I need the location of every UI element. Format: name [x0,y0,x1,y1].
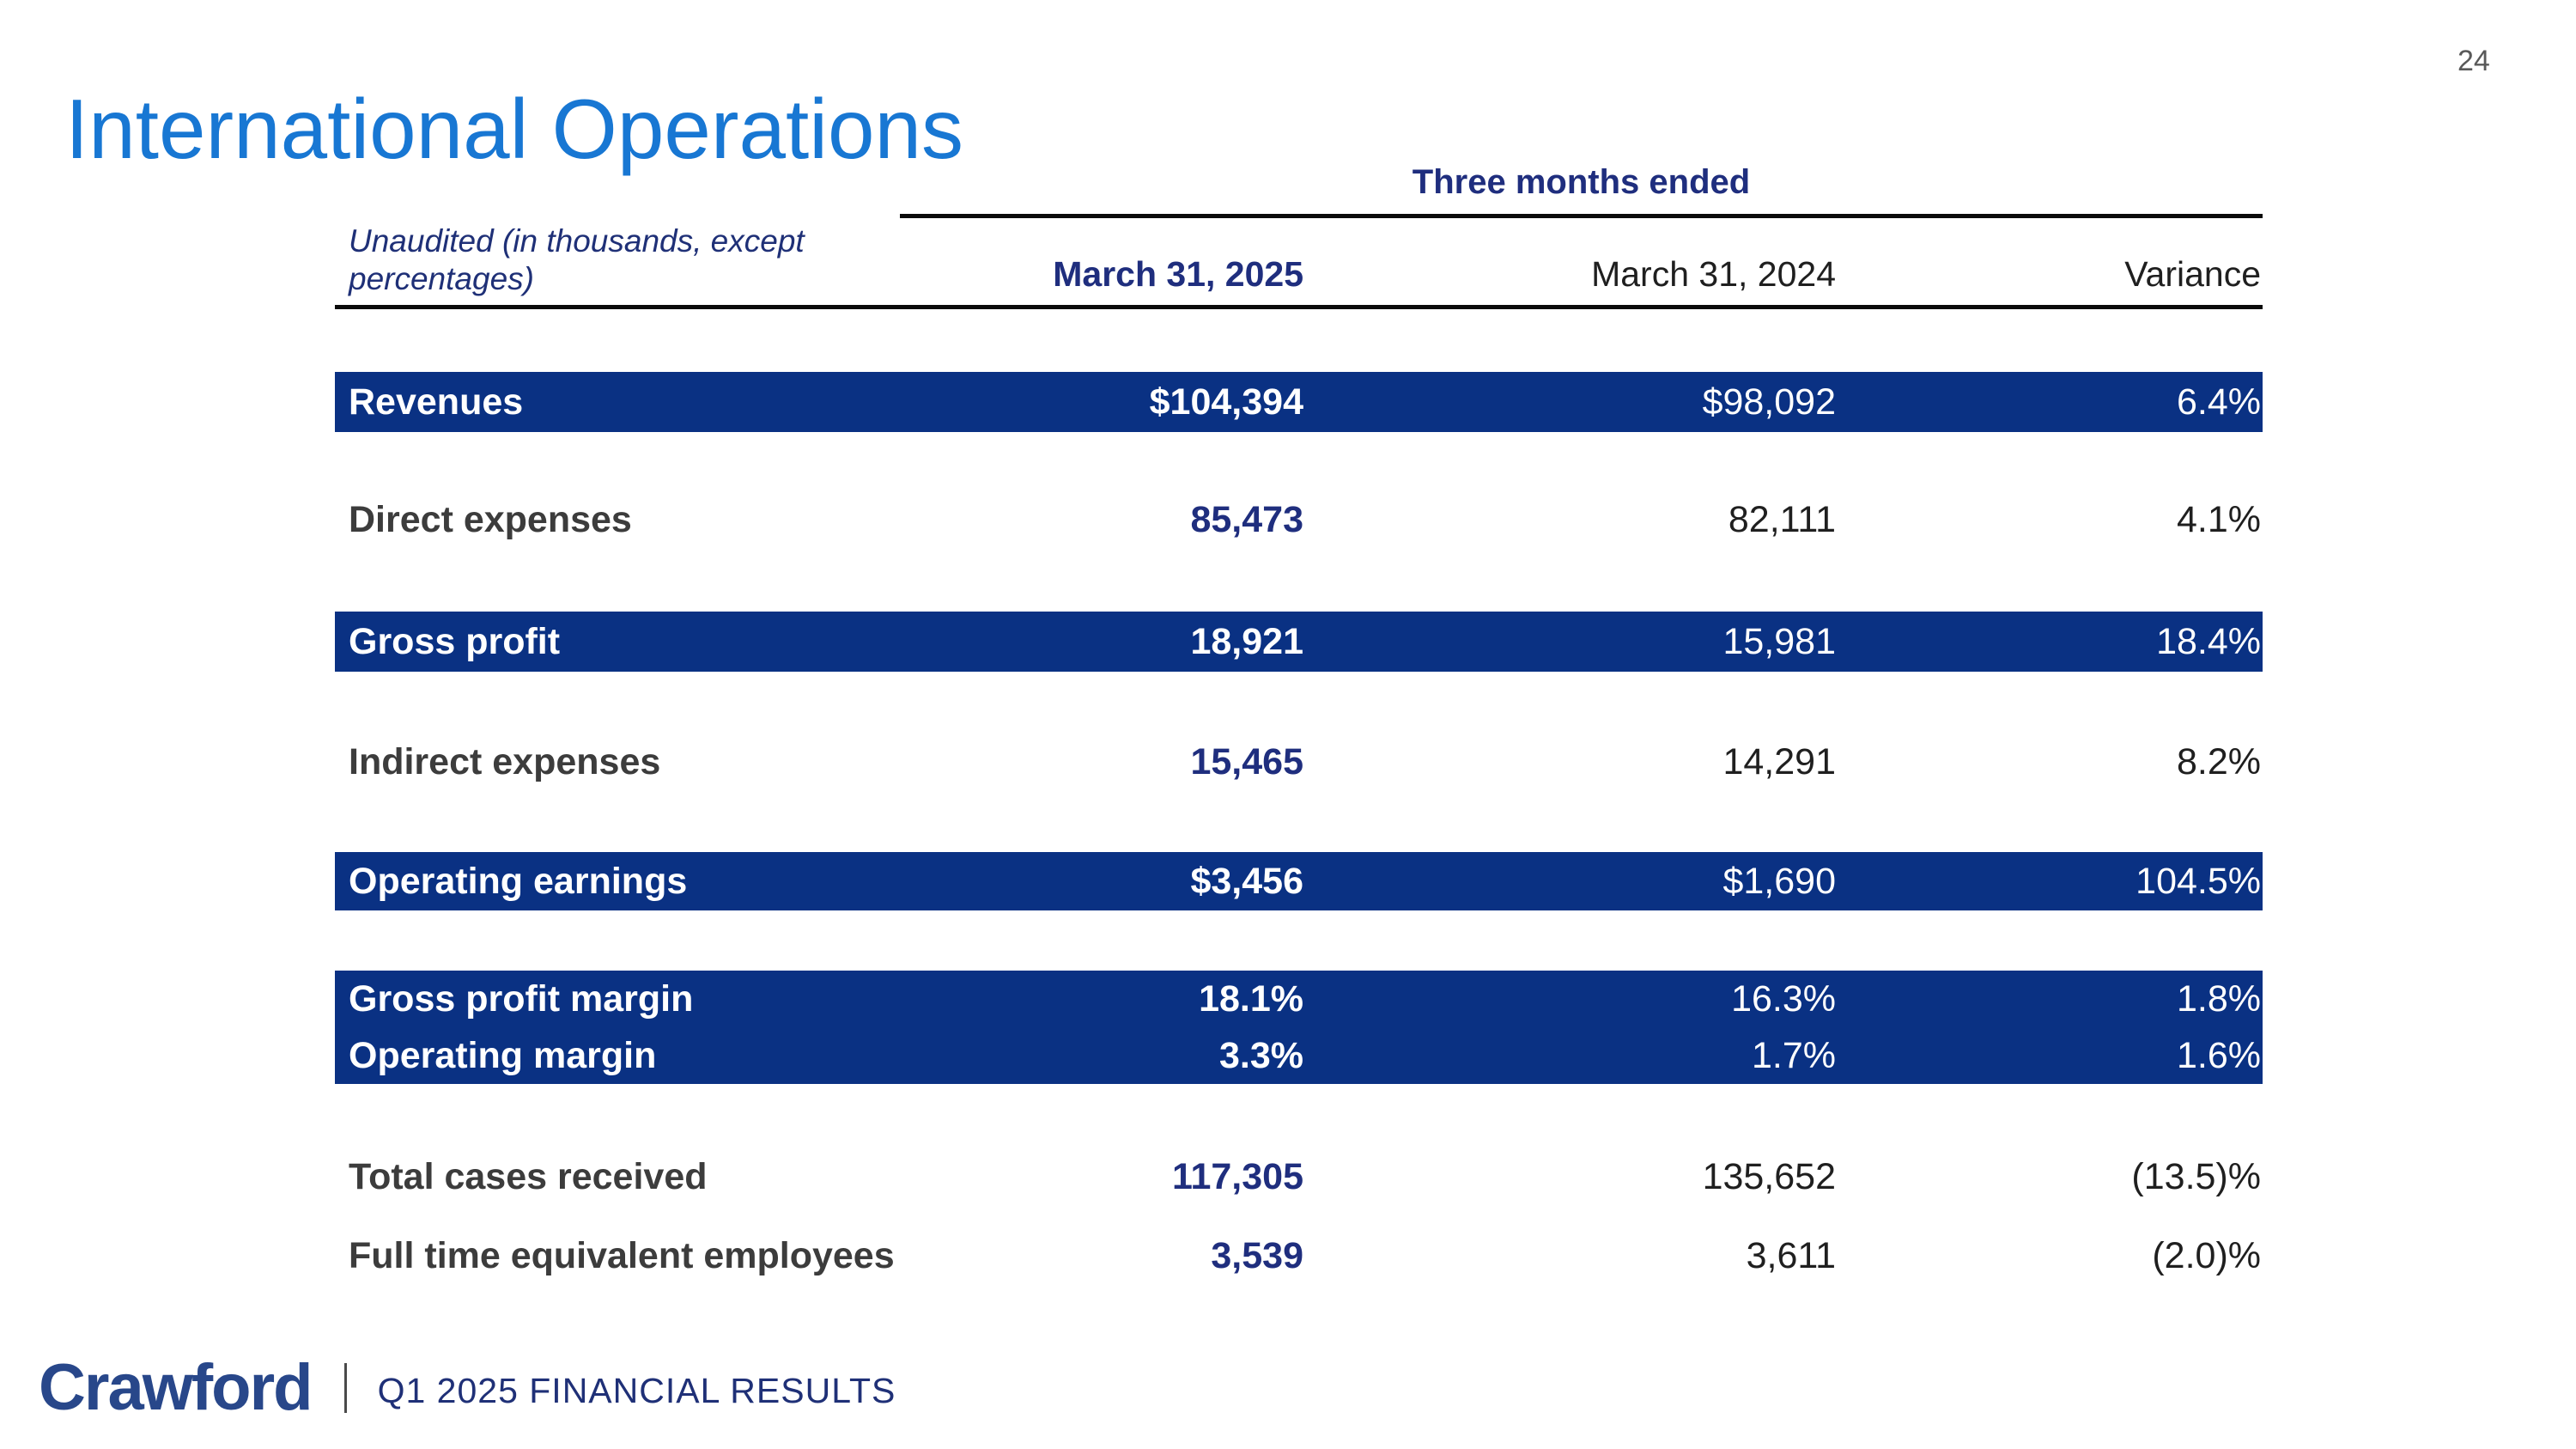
column-header-variance: Variance [1838,215,2263,309]
table-row-fte: Full time equivalent employees 3,539 3,6… [335,1226,2263,1286]
row-label: Gross profit [349,620,561,662]
row-label: Indirect expenses [349,740,661,782]
value-2025: $3,456 [1190,860,1303,902]
table-margins-block: Gross profit margin 18.1% 16.3% 1.8% Ope… [335,971,2263,1084]
value-variance: 18.4% [2156,620,2261,662]
value-variance: (2.0)% [2152,1234,2261,1276]
unaudited-note-line1: Unaudited (in thousands, except [349,223,805,259]
crawford-logo: Crawford [39,1351,313,1424]
table-row-revenues: Revenues $104,394 $98,092 6.4% [335,372,2263,432]
value-variance: 8.2% [2176,740,2261,782]
column-header-2025: March 31, 2025 [900,215,1305,309]
value-variance: 1.6% [2176,1034,2261,1076]
table-row-operating-margin: Operating margin 3.3% 1.7% 1.6% [335,1027,2263,1084]
table-row-direct-expenses: Direct expenses 85,473 82,111 4.1% [335,490,2263,550]
value-2025: 85,473 [1190,498,1303,540]
value-2024: $98,092 [1702,381,1836,423]
value-2025: 3.3% [1218,1034,1303,1076]
footer-divider [343,1363,347,1413]
footer-caption: Q1 2025 FINANCIAL RESULTS [377,1370,896,1410]
value-2025: 18,921 [1190,620,1303,662]
footer: Crawford Q1 2025 FINANCIAL RESULTS [39,1355,896,1421]
table-row-operating-earnings: Operating earnings $3,456 $1,690 104.5% [335,852,2263,910]
value-2024: 14,291 [1722,740,1836,782]
value-2025: 15,465 [1190,740,1303,782]
value-2024: 15,981 [1722,620,1836,662]
value-2025: $104,394 [1149,381,1303,423]
value-2024: 82,111 [1728,498,1836,540]
row-label: Gross profit margin [349,977,694,1020]
value-2025: 3,539 [1211,1234,1303,1276]
value-2024: 135,652 [1702,1155,1836,1197]
table-row-gross-profit: Gross profit 18,921 15,981 18.4% [335,612,2263,672]
group-header: Three months ended [900,163,2263,218]
page-number: 24 [2458,45,2490,77]
value-variance: 4.1% [2176,498,2261,540]
value-2024: 1.7% [1751,1034,1836,1076]
value-2024: 16.3% [1731,977,1836,1020]
table-header-row: Unaudited (in thousands, except percenta… [335,215,2263,309]
value-variance: 6.4% [2176,381,2261,423]
table-row-gross-profit-margin: Gross profit margin 18.1% 16.3% 1.8% [335,971,2263,1027]
row-label: Direct expenses [349,498,632,540]
unaudited-note: Unaudited (in thousands, except percenta… [335,215,900,309]
row-label: Revenues [349,381,524,423]
value-2025: 18.1% [1199,977,1303,1020]
unaudited-note-line2: percentages) [349,261,534,296]
page-title: International Operations [65,81,963,176]
row-label: Operating margin [349,1034,657,1076]
table-row-indirect-expenses: Indirect expenses 15,465 14,291 8.2% [335,732,2263,792]
value-2024: $1,690 [1722,860,1836,902]
row-label: Total cases received [349,1155,708,1197]
column-header-2024: March 31, 2024 [1305,215,1838,309]
value-2025: 117,305 [1171,1155,1303,1197]
value-variance: 104.5% [2136,860,2261,902]
row-label: Full time equivalent employees [349,1234,895,1276]
row-label: Operating earnings [349,860,688,902]
value-variance: 1.8% [2176,977,2261,1020]
table-row-total-cases: Total cases received 117,305 135,652 (13… [335,1147,2263,1207]
value-variance: (13.5)% [2131,1155,2261,1197]
table-group-header-row: Three months ended [335,163,2263,218]
value-2024: 3,611 [1746,1234,1836,1276]
financial-table: Three months ended Unaudited (in thousan… [335,163,2263,1286]
